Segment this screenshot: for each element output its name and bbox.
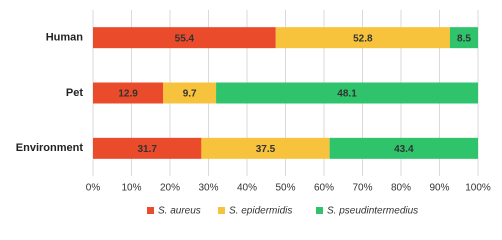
x-tick-label: 0% [86, 183, 101, 194]
x-tick-label: 40% [237, 183, 257, 194]
bar-segment [201, 137, 330, 159]
chart: 0% 10% 20% 30% 40% 50% 60% 70% 80% 90% 100% Human 55… [16, 10, 491, 217]
category-label: Human [46, 32, 84, 44]
value-label: 43.4 [394, 144, 414, 155]
value-label: 31.7 [137, 144, 157, 155]
bar-segment [275, 27, 450, 49]
bar-segment [163, 82, 217, 104]
value-label: 8.5 [457, 33, 471, 44]
legend-swatch [316, 207, 323, 214]
bar-segment [93, 27, 276, 49]
bar-segment [216, 82, 478, 104]
x-tick-label: 70% [352, 183, 372, 194]
legend-label: S. pseudintermedius [327, 206, 418, 217]
x-tick-label: 10% [121, 183, 141, 194]
legend-label: S. aureus [158, 206, 201, 217]
category-label: Environment [16, 142, 84, 154]
bar-segment [93, 82, 164, 104]
x-tick-label: 30% [198, 183, 218, 194]
x-tick-label: 100% [465, 183, 491, 194]
bar-segment [329, 137, 478, 159]
x-tick-label: 90% [429, 183, 449, 194]
bar-segment [93, 137, 202, 159]
bar-segment [449, 27, 478, 49]
x-tick-label: 80% [391, 183, 411, 194]
legend-swatch [147, 207, 154, 214]
category-label: Pet [66, 87, 83, 99]
legend-swatch [218, 207, 225, 214]
x-tick-label: 50% [275, 183, 295, 194]
value-label: 12.9 [118, 89, 138, 100]
x-tick-label: 20% [160, 183, 180, 194]
value-label: 9.7 [183, 89, 197, 100]
value-label: 37.5 [256, 144, 276, 155]
x-tick-label: 60% [314, 183, 334, 194]
value-label: 48.1 [337, 89, 357, 100]
legend-label: S. epidermidis [229, 206, 292, 217]
value-label: 52.8 [353, 33, 373, 44]
value-label: 55.4 [175, 33, 195, 44]
